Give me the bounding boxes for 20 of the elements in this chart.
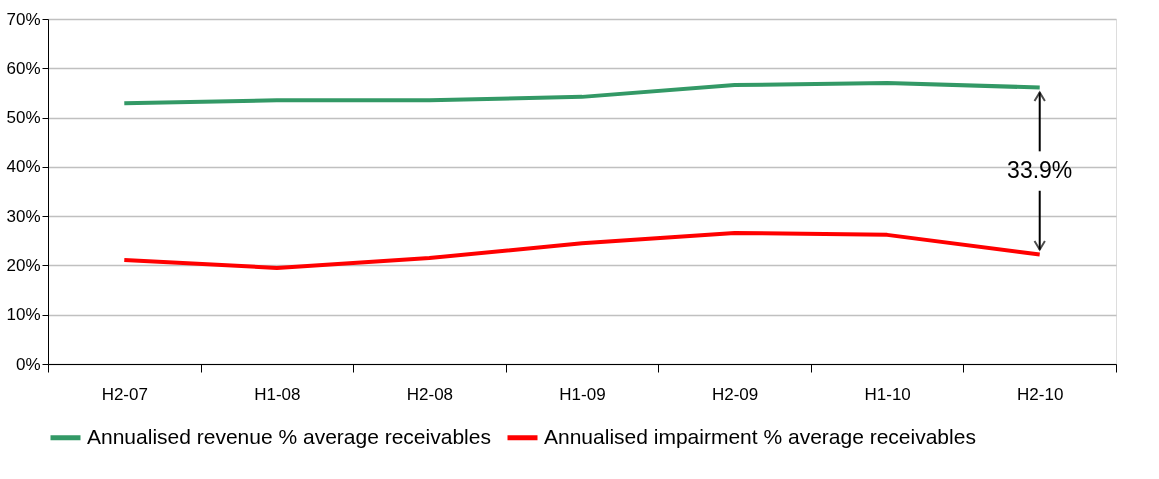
x-tick-label: H2-08 [406,384,454,404]
line-series [122,81,1042,106]
line-series [122,230,1042,270]
x-tick-label: H2-09 [711,384,759,404]
y-tick-label: 10% [6,305,41,325]
y-tick-label: 20% [6,255,41,275]
y-tick-label: 60% [6,58,41,78]
x-tick-label: H2-10 [1017,384,1064,404]
y-tick-label: 40% [6,157,41,177]
legend-label: Annualised impairment % average receivables [544,424,976,448]
y-tick-label: 50% [6,108,41,128]
annotation: 33.9% [1007,157,1073,184]
legend-label: Annualised revenue % average receivables [87,424,491,448]
x-tick-label: H1-10 [864,384,911,404]
y-tick-label: 70% [6,9,41,29]
x-tick-label: H2-07 [101,384,148,404]
x-tick-label: H1-08 [254,384,301,404]
y-tick-label: 30% [6,206,41,226]
y-tick-label: 0% [15,354,41,374]
x-tick-label: H1-09 [559,384,606,404]
